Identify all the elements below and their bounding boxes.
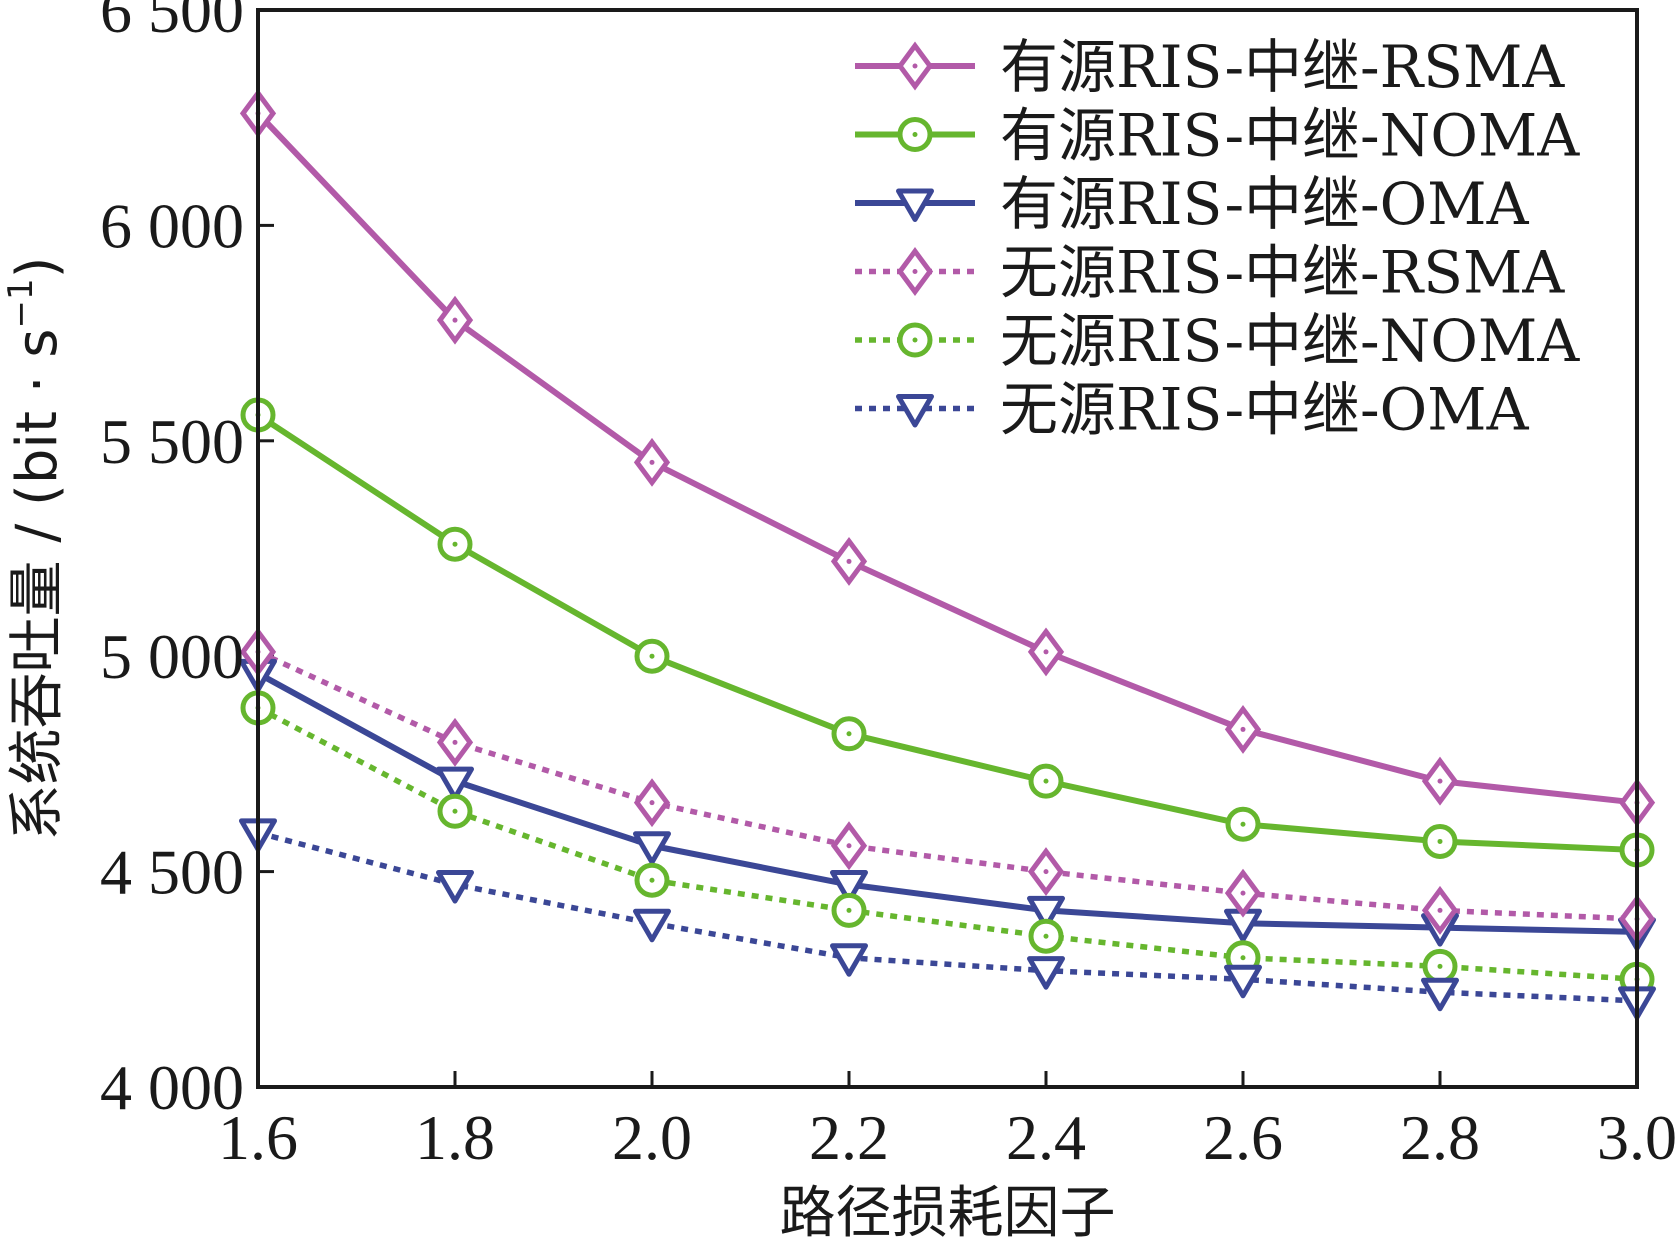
triangle-down-marker	[633, 831, 671, 865]
marker-dot	[846, 558, 852, 564]
legend-label-4: 无源RIS-中继-RSMA	[1000, 239, 1565, 307]
series-lines	[255, 111, 1638, 1004]
marker-dot	[1437, 963, 1443, 969]
marker-dot	[1437, 907, 1443, 913]
triangle-down-marker	[896, 394, 934, 428]
legend-label-3: 有源RIS-中继-OMA	[1000, 170, 1530, 238]
triangle-down-marker	[436, 870, 474, 904]
marker-dot	[846, 843, 852, 849]
legend-label-2: 有源RIS-中继-NOMA	[1000, 102, 1580, 170]
y-tick-labels: 4 000 4 500 5 000 5 500 6 000 6 500	[100, 0, 244, 1123]
marker-dot	[452, 317, 458, 323]
x-tick-label: 2.6	[1203, 1102, 1283, 1173]
x-tick-label: 1.6	[218, 1102, 298, 1173]
triangle-down-marker	[830, 870, 868, 904]
marker-dot	[649, 459, 655, 465]
legend-label-6: 无源RIS-中继-OMA	[1000, 376, 1530, 444]
marker-dot	[1240, 726, 1246, 732]
marker-dot	[912, 132, 918, 137]
series-line-3	[256, 670, 1638, 935]
y-tick-label: 4 500	[100, 837, 244, 908]
triangle-down-marker	[1421, 977, 1459, 1012]
plot-frame	[256, 8, 1639, 1089]
series-line-6	[257, 830, 1638, 1004]
marker-dot	[1240, 890, 1246, 896]
legend-label-5: 无源RIS-中继-NOMA	[1000, 307, 1580, 375]
series-line-2	[256, 412, 1638, 854]
triangle-down-marker	[830, 943, 868, 977]
marker-dot	[1043, 869, 1049, 875]
marker-dot	[452, 739, 458, 745]
series-line-1	[255, 111, 1638, 806]
marker-dot	[1240, 955, 1246, 961]
triangle-down-marker	[896, 188, 934, 222]
marker-dot	[1043, 933, 1049, 939]
marker-dot	[1437, 778, 1443, 784]
marker-dot	[912, 63, 918, 69]
x-tick-label: 3.0	[1597, 1102, 1677, 1173]
x-tick-label: 1.8	[415, 1102, 495, 1173]
marker-dot	[912, 269, 918, 274]
marker-dot	[846, 907, 852, 913]
marker-dot	[1043, 778, 1049, 784]
marker-dot	[912, 337, 918, 343]
x-tick-label: 2.0	[612, 1102, 692, 1173]
marker-dot	[452, 541, 458, 547]
marker-dot	[1240, 821, 1246, 827]
x-tick-label: 2.8	[1400, 1102, 1480, 1173]
marker-dot	[649, 653, 655, 659]
legend: 有源RIS-中继-RSMA有源RIS-中继-NOMA有源RIS-中继-OMA无源…	[855, 33, 1580, 444]
y-axis-title: 系统吞吐量 / (bit · s−1)	[1, 257, 70, 841]
marker-dot	[649, 800, 655, 806]
y-axis-title-main: 系统吞吐量 / (bit · s	[5, 329, 70, 841]
marker-dot	[846, 731, 852, 737]
series-line-5	[256, 705, 1638, 983]
x-axis-title: 路径损耗因子	[780, 1181, 1116, 1246]
y-tick-label: 4 000	[100, 1052, 244, 1123]
y-tick-label: 6 000	[100, 190, 244, 261]
triangle-down-marker	[633, 908, 671, 943]
y-tick-label: 6 500	[100, 0, 244, 46]
y-tick-label: 5 500	[100, 406, 244, 477]
x-tick-labels: 1.6 1.8 2.0 2.2 2.4 2.6 2.8 3.0	[218, 1102, 1677, 1173]
y-tick-label: 5 000	[100, 621, 244, 692]
x-tick-label: 2.2	[809, 1102, 889, 1173]
triangle-down-marker	[1027, 895, 1065, 930]
marker-dot	[649, 877, 655, 883]
marker-dot	[452, 808, 458, 814]
y-axis-title-exponent: −1	[1, 278, 41, 328]
y-axis-title-close: )	[5, 257, 70, 279]
x-tick-label: 2.4	[1006, 1102, 1086, 1173]
marker-dot	[1043, 649, 1049, 655]
triangle-down-marker	[1224, 964, 1262, 999]
marker-dot	[1437, 838, 1443, 844]
triangle-down-marker	[1027, 956, 1065, 990]
triangle-down-marker	[436, 766, 474, 801]
legend-label-1: 有源RIS-中继-RSMA	[1000, 33, 1565, 101]
